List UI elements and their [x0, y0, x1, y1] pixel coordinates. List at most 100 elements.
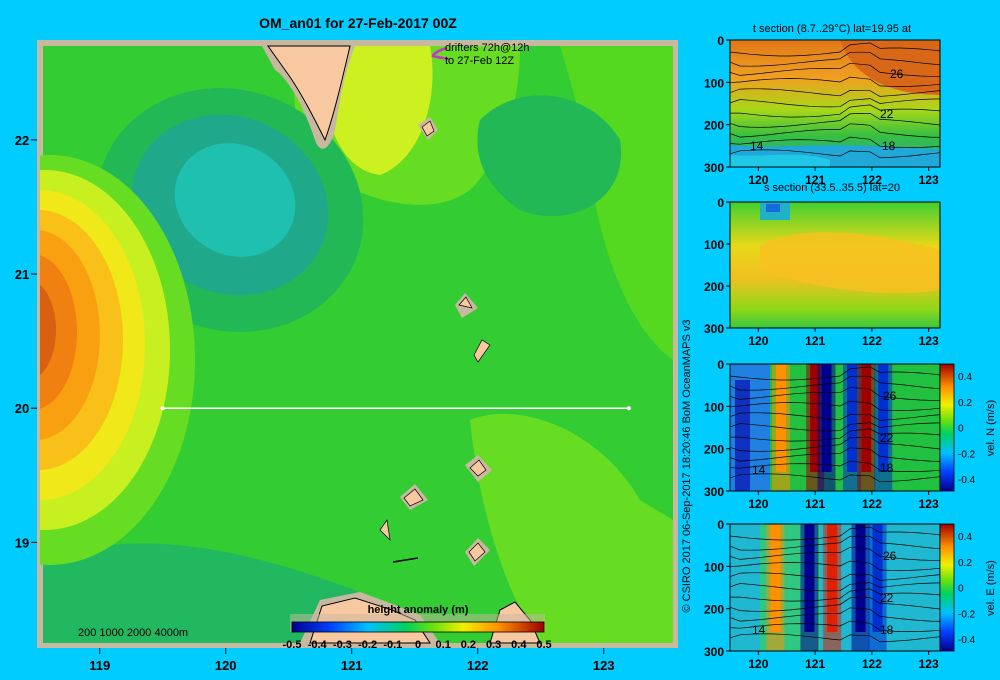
section-line	[160, 406, 631, 411]
colorbar-tick-label: 0	[958, 584, 964, 595]
vel-e-section-field	[730, 524, 940, 651]
s-section-axes: 120 121 122 123 0 100 200 300	[704, 196, 939, 348]
island	[468, 542, 486, 562]
s-section-frame	[729, 201, 941, 329]
colorbar-tick-label: 0.5	[536, 639, 551, 651]
map-y-tick-label: 21	[15, 267, 29, 282]
isotherm-contour	[730, 62, 940, 77]
colorbar-tick-label: 0.4	[511, 639, 527, 651]
isotherm-contour	[730, 436, 940, 452]
t-contour-label-14: 14	[750, 139, 764, 153]
isotherm-contour	[730, 386, 940, 401]
velocity-jet	[776, 364, 787, 472]
colorbar-tick-label: -0.3	[333, 639, 352, 651]
isotherm-contour	[730, 123, 940, 138]
section-x-tick-label: 121	[805, 173, 825, 187]
section-y-tick-label: 200	[704, 280, 724, 294]
section-x-tick-label: 122	[862, 657, 882, 671]
isotherm-contour	[730, 582, 940, 592]
s-section-title: s section (33.5..35.5) lat=20	[764, 182, 900, 194]
section-x-tick-label: 121	[805, 497, 825, 511]
isotherm-contour	[730, 633, 940, 643]
island	[403, 488, 424, 507]
velocity-jet	[861, 364, 872, 472]
colorbar-tick-label: -0.2	[958, 449, 976, 460]
colorbar-tick-label: 0.2	[958, 558, 972, 569]
map-title: OM_an01 for 27-Feb-2017 00Z	[259, 15, 457, 31]
e-contour-label-18: 18	[880, 623, 894, 637]
isotherm-contour	[730, 136, 940, 148]
n-contour-label-14: 14	[752, 463, 766, 477]
isotherm-contour	[730, 422, 940, 432]
colorbar-tick-label: 0.2	[958, 398, 972, 409]
vel-n-colorbar-label: vel. N (m/s)	[985, 400, 997, 456]
height-anomaly-colorbar	[291, 621, 545, 633]
colorbar-tick-label: 0	[958, 424, 964, 435]
isotherm-contour	[730, 88, 940, 97]
depth-legend: 200 1000 2000 4000m	[78, 627, 188, 639]
vel-n-colorbar	[939, 363, 955, 492]
colorbar-tick-label: 0.1	[436, 639, 451, 651]
map-y-tick-label: 22	[15, 133, 29, 148]
section-x-tick-label: 122	[862, 173, 882, 187]
isotherm-contour	[730, 526, 940, 541]
colorbar-tick-label: -0.2	[958, 609, 976, 620]
t-section-title: t section (8.7..29°C) lat=19.95 at	[753, 23, 911, 35]
drifter-track	[431, 46, 450, 61]
n-contour-label-22: 22	[880, 431, 894, 445]
isotherm-contour	[730, 98, 940, 108]
map-y-tick-label: 19	[15, 535, 29, 550]
velocity-jet	[878, 364, 889, 472]
isotherm-contour	[730, 560, 940, 571]
velocity-jet	[847, 364, 858, 472]
colorbar-tick-label: -0.4	[958, 635, 976, 646]
isotherm-contour	[730, 460, 940, 472]
colorbar-tick-label: 0.3	[486, 639, 501, 651]
section-y-tick-label: 200	[704, 603, 724, 617]
section-y-tick-label: 200	[704, 443, 724, 457]
isotherm-contour	[730, 620, 940, 632]
t-section-axes: 120 121 122 123 0 100 200 300	[704, 34, 939, 187]
map-y-axis: 22 21 20 19	[15, 133, 37, 550]
drifter-legend-line2: to 27-Feb 12Z	[445, 55, 514, 67]
section-x-tick-label: 122	[862, 334, 882, 348]
t-section-contours	[730, 42, 940, 159]
velocity-jet	[770, 524, 781, 632]
isotherm-contour	[730, 112, 940, 128]
map-x-tick-label: 121	[341, 658, 363, 673]
northeast-negative-patch	[477, 95, 622, 217]
isotherm-contour	[730, 473, 940, 483]
section-x-tick-label: 121	[805, 334, 825, 348]
copyright-notice: © CSIRO 2017 06-Sep-2017 18:20:46 BoM Oc…	[681, 319, 693, 612]
section-x-tick-label: 123	[919, 497, 939, 511]
section-x-tick-label: 123	[919, 657, 939, 671]
map-x-axis: 119 120 121 122 123	[89, 648, 615, 673]
section-y-tick-label: 200	[704, 119, 724, 133]
isotherm-contour	[730, 412, 940, 421]
section-y-tick-label: 100	[704, 238, 724, 252]
velocity-jet	[827, 524, 838, 632]
vel-e-contours	[730, 526, 940, 643]
colorbar-tick-label: 0.2	[461, 639, 476, 651]
warm-eddy-5	[40, 255, 77, 409]
isotherm-contour	[730, 375, 940, 391]
s-section-field	[730, 202, 940, 328]
section-line-start-marker	[160, 406, 165, 411]
section-y-tick-label: 300	[704, 645, 724, 659]
velocity-jet	[855, 524, 866, 632]
velocity-jet	[804, 524, 815, 632]
map-x-tick-label: 123	[593, 658, 615, 673]
taiwan-land	[267, 45, 351, 142]
section-x-tick-label: 123	[919, 173, 939, 187]
colorbar-tick-label: 0	[415, 639, 421, 651]
e-contour-label-26: 26	[883, 549, 897, 563]
vel-e-colorbar-label: vel. E (m/s)	[985, 560, 997, 616]
isotherm-contour	[730, 596, 940, 612]
section-x-tick-label: 120	[748, 657, 768, 671]
isotherm-contour	[730, 428, 940, 442]
e-contour-label-14: 14	[752, 623, 766, 637]
vel-n-axes: 120 121 122 123 0 100 200 300 0.4 0.2 0 -0.2 -0.4	[704, 358, 976, 511]
isotherm-contour	[730, 447, 940, 462]
section-y-tick-label: 0	[717, 358, 724, 372]
